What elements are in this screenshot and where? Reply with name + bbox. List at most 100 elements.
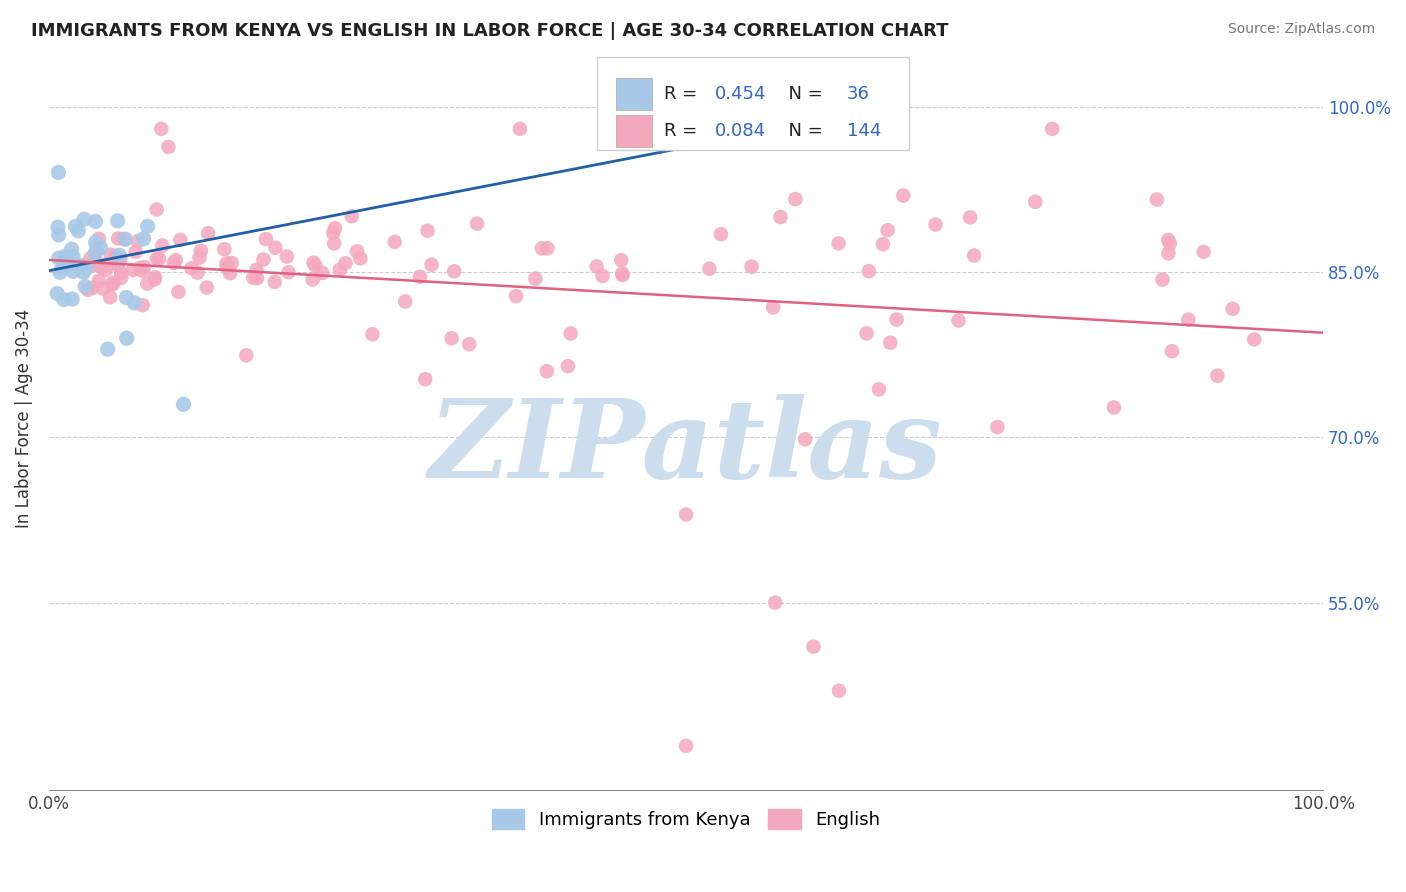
Point bbox=[409, 269, 432, 284]
Point bbox=[530, 241, 553, 255]
Point bbox=[785, 192, 807, 206]
Point bbox=[1222, 301, 1244, 316]
Point bbox=[127, 234, 149, 248]
Point bbox=[104, 249, 127, 263]
Point bbox=[612, 268, 634, 282]
Point bbox=[323, 236, 346, 251]
Point bbox=[1177, 312, 1199, 326]
Point bbox=[86, 244, 108, 258]
Point bbox=[252, 252, 274, 267]
Point bbox=[60, 242, 83, 256]
Point bbox=[165, 253, 187, 268]
Text: R =: R = bbox=[665, 122, 703, 140]
Text: 0.084: 0.084 bbox=[716, 122, 766, 140]
Point bbox=[75, 261, 97, 276]
Point bbox=[505, 289, 527, 303]
Point bbox=[416, 224, 439, 238]
Point bbox=[536, 241, 558, 255]
Point bbox=[145, 202, 167, 217]
Y-axis label: In Labor Force | Age 30-34: In Labor Force | Age 30-34 bbox=[15, 309, 32, 528]
Point bbox=[868, 382, 890, 396]
Legend: Immigrants from Kenya, English: Immigrants from Kenya, English bbox=[485, 801, 887, 837]
Point bbox=[710, 227, 733, 242]
Point bbox=[394, 294, 416, 309]
Point bbox=[557, 359, 579, 374]
Point bbox=[77, 283, 100, 297]
Text: 36: 36 bbox=[846, 85, 869, 103]
Point bbox=[1161, 344, 1184, 359]
Point bbox=[70, 259, 93, 273]
Point bbox=[323, 221, 346, 235]
Point bbox=[79, 252, 101, 266]
Point bbox=[948, 313, 970, 327]
Point bbox=[963, 248, 986, 262]
Point bbox=[188, 251, 211, 265]
Point bbox=[115, 291, 138, 305]
Point bbox=[876, 223, 898, 237]
Point bbox=[443, 264, 465, 278]
Point bbox=[794, 432, 817, 446]
Point bbox=[827, 236, 849, 251]
Point bbox=[276, 250, 298, 264]
Point bbox=[73, 212, 96, 227]
Point bbox=[94, 262, 117, 277]
Point bbox=[254, 232, 277, 246]
Point bbox=[235, 348, 257, 362]
Point bbox=[83, 252, 105, 266]
Point bbox=[1040, 121, 1063, 136]
Point bbox=[675, 508, 697, 522]
Point bbox=[84, 246, 107, 260]
Point bbox=[87, 274, 110, 288]
Point bbox=[219, 266, 242, 280]
Point bbox=[90, 241, 112, 255]
Point bbox=[675, 100, 697, 114]
Point bbox=[84, 235, 107, 250]
Point bbox=[346, 244, 368, 259]
Text: Source: ZipAtlas.com: Source: ZipAtlas.com bbox=[1227, 22, 1375, 37]
Point bbox=[83, 258, 105, 272]
Point bbox=[67, 224, 90, 238]
Point bbox=[361, 327, 384, 342]
Point bbox=[301, 272, 323, 286]
Point bbox=[52, 293, 75, 307]
Point bbox=[48, 165, 70, 179]
Point bbox=[263, 275, 285, 289]
Point bbox=[741, 260, 763, 274]
Point bbox=[592, 268, 614, 283]
Point bbox=[62, 264, 84, 278]
Point bbox=[699, 261, 721, 276]
Point bbox=[277, 265, 299, 279]
Point bbox=[264, 241, 287, 255]
Point bbox=[115, 331, 138, 345]
Text: IMMIGRANTS FROM KENYA VS ENGLISH IN LABOR FORCE | AGE 30-34 CORRELATION CHART: IMMIGRANTS FROM KENYA VS ENGLISH IN LABO… bbox=[31, 22, 949, 40]
Point bbox=[1152, 272, 1174, 286]
Point bbox=[62, 249, 84, 263]
Point bbox=[246, 271, 269, 285]
Point bbox=[924, 218, 946, 232]
Point bbox=[1157, 233, 1180, 247]
Point bbox=[803, 640, 825, 654]
Point bbox=[612, 267, 634, 281]
Point bbox=[304, 259, 326, 273]
Point bbox=[215, 260, 238, 275]
Point bbox=[98, 290, 121, 304]
Point bbox=[340, 210, 363, 224]
Point bbox=[96, 257, 118, 271]
Point bbox=[101, 277, 124, 292]
Point bbox=[610, 253, 633, 268]
Point bbox=[82, 281, 104, 295]
Point bbox=[58, 257, 80, 271]
Point bbox=[536, 364, 558, 378]
Point bbox=[217, 259, 239, 273]
Point bbox=[136, 277, 159, 291]
Point bbox=[152, 238, 174, 252]
Point bbox=[46, 286, 69, 301]
Point bbox=[524, 271, 547, 285]
Point bbox=[128, 262, 150, 277]
Point bbox=[167, 285, 190, 299]
Point bbox=[384, 235, 406, 249]
FancyBboxPatch shape bbox=[616, 78, 651, 110]
Point bbox=[132, 232, 155, 246]
Point bbox=[762, 301, 785, 315]
Point bbox=[53, 249, 76, 263]
